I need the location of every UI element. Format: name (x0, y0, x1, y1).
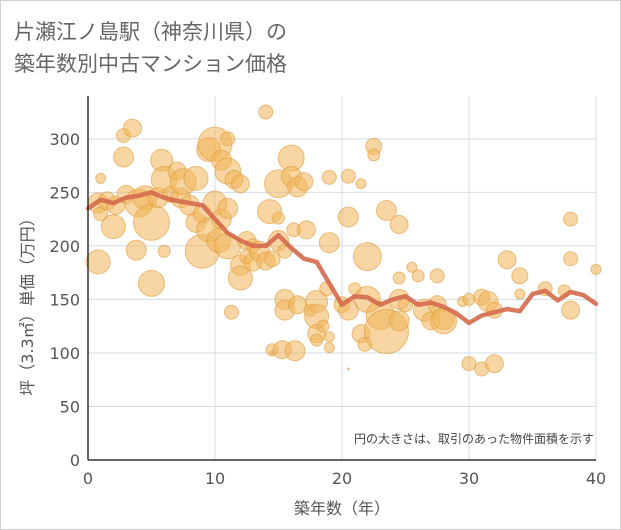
transaction-bubble (497, 250, 517, 270)
transaction-bubble (346, 367, 350, 371)
x-tick-label: 40 (586, 469, 606, 488)
average-price-polyline (85, 190, 599, 326)
transaction-bubble (367, 148, 381, 162)
transaction-bubble (220, 131, 236, 147)
x-tick-label: 20 (332, 469, 352, 488)
transaction-bubble (263, 250, 281, 268)
transaction-bubble (388, 310, 410, 332)
transaction-bubble (563, 251, 579, 267)
transaction-bubble (296, 220, 316, 240)
x-tick-label: 0 (83, 469, 93, 488)
transaction-bubble (323, 342, 335, 354)
transaction-bubble (389, 214, 409, 234)
transaction-bubble (352, 242, 382, 272)
y-axis-title: 坪（3.3㎡）単価（万円） (18, 210, 37, 395)
transaction-bubble (272, 211, 285, 225)
transaction-bubble (217, 197, 239, 219)
transaction-bubble (514, 288, 526, 300)
transaction-bubble (294, 172, 314, 192)
transaction-bubble (561, 300, 581, 320)
transaction-bubble (113, 146, 135, 168)
transaction-bubble (183, 165, 209, 191)
y-tick-label: 300 (49, 130, 80, 149)
transaction-bubble (224, 304, 240, 320)
y-tick-label: 150 (49, 290, 80, 309)
transaction-bubble (590, 263, 602, 275)
transaction-bubble (337, 206, 359, 228)
transaction-bubble (392, 271, 406, 285)
y-tick-label: 0 (70, 451, 80, 470)
transaction-bubble (340, 168, 356, 184)
y-tick-label: 100 (49, 344, 80, 363)
transaction-bubble (284, 340, 306, 362)
transaction-bubble (375, 200, 397, 222)
transaction-bubble (355, 178, 367, 190)
transaction-bubble (316, 319, 330, 333)
x-axis-title: 築年数（年） (294, 499, 390, 518)
transaction-bubble (85, 249, 111, 275)
transaction-bubble (321, 169, 337, 185)
transaction-bubble (429, 268, 445, 284)
transaction-bubble (100, 214, 126, 240)
y-tick-label: 50 (60, 397, 80, 416)
transaction-bubble (138, 269, 165, 297)
transaction-bubble (484, 354, 504, 374)
transaction-bubble (95, 172, 107, 184)
transaction-bubble (511, 267, 529, 285)
y-tick-label: 250 (49, 183, 80, 202)
grid-lines (88, 96, 597, 460)
transaction-bubble (461, 356, 477, 372)
transaction-bubble (563, 211, 579, 227)
transaction-bubble (406, 261, 418, 273)
transaction-bubble (258, 104, 274, 120)
transaction-bubble (310, 333, 324, 347)
transaction-bubble (411, 269, 425, 283)
transaction-bubble (157, 244, 171, 258)
transaction-bubble (323, 331, 335, 343)
chart-title: 片瀬江ノ島駅（神奈川県）の 築年数別中古マンション価格 (14, 20, 287, 76)
axes (87, 96, 596, 461)
transaction-bubble (230, 174, 250, 194)
transaction-bubble (133, 203, 170, 241)
transaction-bubble (125, 239, 147, 261)
transaction-bubble (227, 265, 253, 291)
bubble-size-note: 円の大きさは、取引のあった物件面積を示す (354, 431, 594, 446)
x-tick-label: 30 (459, 469, 479, 488)
transaction-bubble (122, 118, 142, 138)
transaction-bubble (462, 292, 476, 306)
y-tick-label: 200 (49, 237, 80, 256)
transaction-bubble (318, 232, 340, 254)
x-tick-label: 10 (205, 469, 225, 488)
average-price-line (85, 190, 599, 326)
tick-labels: 0 50 100 150 200 250 300 0 10 20 30 40 (49, 130, 606, 488)
